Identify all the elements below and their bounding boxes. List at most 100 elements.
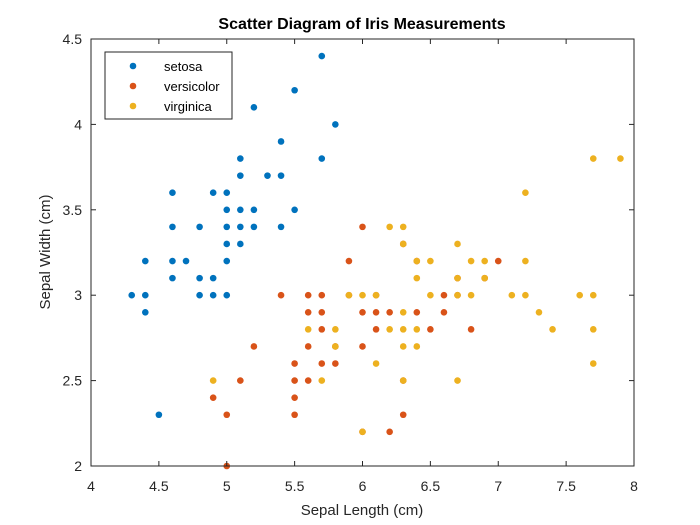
data-point-setosa bbox=[237, 240, 244, 248]
x-tick-label: 5.5 bbox=[285, 478, 305, 494]
data-point-setosa bbox=[223, 189, 231, 197]
data-point-versicolor bbox=[318, 291, 326, 299]
data-point-versicolor bbox=[386, 308, 393, 316]
data-point-versicolor bbox=[304, 343, 312, 350]
x-tick-label: 4 bbox=[87, 478, 95, 494]
data-point-setosa bbox=[223, 291, 231, 299]
data-point-setosa bbox=[196, 274, 203, 282]
y-tick-label: 4 bbox=[74, 116, 82, 132]
data-point-setosa bbox=[237, 172, 244, 179]
data-point-setosa bbox=[169, 257, 176, 265]
data-point-virginica bbox=[589, 155, 597, 162]
data-point-setosa bbox=[277, 138, 285, 145]
data-point-virginica bbox=[454, 240, 461, 248]
data-point-virginica bbox=[386, 326, 393, 333]
data-point-versicolor bbox=[250, 343, 258, 350]
data-point-versicolor bbox=[413, 308, 421, 316]
data-point-virginica bbox=[508, 291, 516, 299]
y-tick-label: 4.5 bbox=[63, 31, 83, 47]
data-point-versicolor bbox=[372, 308, 380, 316]
legend-label-setosa: setosa bbox=[164, 59, 203, 74]
data-point-setosa bbox=[318, 52, 326, 60]
data-point-versicolor bbox=[304, 377, 312, 384]
data-point-setosa bbox=[169, 189, 176, 197]
x-tick-label: 4.5 bbox=[149, 478, 169, 494]
data-point-versicolor bbox=[399, 411, 407, 419]
legend-items: setosa versicolor virginica bbox=[129, 59, 220, 114]
data-point-virginica bbox=[467, 257, 475, 265]
series-virginica bbox=[209, 155, 624, 436]
data-point-setosa bbox=[237, 223, 244, 231]
data-point-virginica bbox=[332, 326, 339, 333]
y-tick-label: 3 bbox=[74, 287, 82, 303]
data-point-virginica bbox=[589, 291, 597, 299]
legend-box bbox=[104, 51, 233, 120]
data-point-setosa bbox=[223, 206, 231, 214]
data-point-versicolor bbox=[223, 411, 231, 419]
legend-marker-virginica bbox=[129, 102, 137, 110]
data-point-virginica bbox=[481, 257, 488, 265]
data-point-setosa bbox=[332, 121, 339, 128]
data-point-versicolor bbox=[291, 411, 298, 419]
data-point-setosa bbox=[142, 257, 149, 265]
data-point-versicolor bbox=[427, 326, 434, 333]
data-point-virginica bbox=[522, 257, 529, 265]
data-point-virginica bbox=[359, 428, 366, 436]
legend-marker-versicolor bbox=[129, 82, 137, 90]
series-setosa bbox=[128, 52, 339, 419]
data-point-virginica bbox=[467, 291, 475, 299]
data-point-virginica bbox=[454, 377, 461, 384]
data-point-versicolor bbox=[332, 360, 339, 367]
data-point-setosa bbox=[223, 240, 231, 248]
data-point-setosa bbox=[182, 257, 190, 265]
data-point-virginica bbox=[522, 291, 529, 299]
data-point-virginica bbox=[359, 291, 366, 299]
y-axis-label: Sepal Width (cm) bbox=[37, 194, 54, 309]
data-point-virginica bbox=[332, 343, 339, 350]
data-point-setosa bbox=[223, 257, 231, 265]
data-point-virginica bbox=[318, 377, 326, 384]
y-tick-label: 2 bbox=[74, 458, 82, 474]
x-tick-label: 6 bbox=[359, 478, 367, 494]
data-point-setosa bbox=[291, 86, 298, 94]
data-point-setosa bbox=[155, 411, 163, 419]
data-point-versicolor bbox=[277, 291, 285, 299]
data-points bbox=[128, 52, 624, 470]
data-point-versicolor bbox=[440, 308, 448, 316]
data-point-setosa bbox=[277, 172, 285, 179]
data-point-setosa bbox=[264, 172, 271, 179]
y-tick-label: 2.5 bbox=[63, 373, 83, 389]
data-point-versicolor bbox=[359, 223, 366, 231]
data-point-virginica bbox=[413, 343, 421, 350]
data-point-virginica bbox=[427, 257, 434, 265]
data-point-versicolor bbox=[304, 308, 312, 316]
data-point-setosa bbox=[250, 104, 258, 111]
data-point-versicolor bbox=[345, 257, 353, 265]
data-point-setosa bbox=[277, 223, 285, 231]
data-point-versicolor bbox=[440, 291, 448, 299]
x-tick-label: 6.5 bbox=[421, 478, 441, 494]
data-point-virginica bbox=[589, 360, 597, 367]
data-point-versicolor bbox=[318, 326, 326, 333]
x-axis-ticks: 4 4.5 5 5.5 6 6.5 7 7.5 8 bbox=[87, 39, 638, 494]
data-point-virginica bbox=[454, 291, 461, 299]
data-point-virginica bbox=[413, 257, 421, 265]
data-point-versicolor bbox=[304, 291, 312, 299]
legend-marker-setosa bbox=[129, 62, 137, 70]
legend: setosa versicolor virginica bbox=[104, 51, 233, 120]
data-point-virginica bbox=[209, 377, 217, 384]
data-point-virginica bbox=[454, 274, 461, 282]
chart-title: Scatter Diagram of Iris Measurements bbox=[218, 16, 505, 33]
data-point-virginica bbox=[522, 189, 529, 197]
data-point-virginica bbox=[413, 274, 421, 282]
data-point-virginica bbox=[535, 308, 543, 316]
data-point-virginica bbox=[399, 326, 407, 333]
data-point-versicolor bbox=[318, 308, 326, 316]
data-point-virginica bbox=[372, 291, 380, 299]
data-point-setosa bbox=[250, 223, 258, 231]
data-point-setosa bbox=[209, 274, 217, 282]
data-point-setosa bbox=[237, 155, 244, 162]
data-point-virginica bbox=[576, 291, 583, 299]
data-point-versicolor bbox=[318, 360, 326, 367]
